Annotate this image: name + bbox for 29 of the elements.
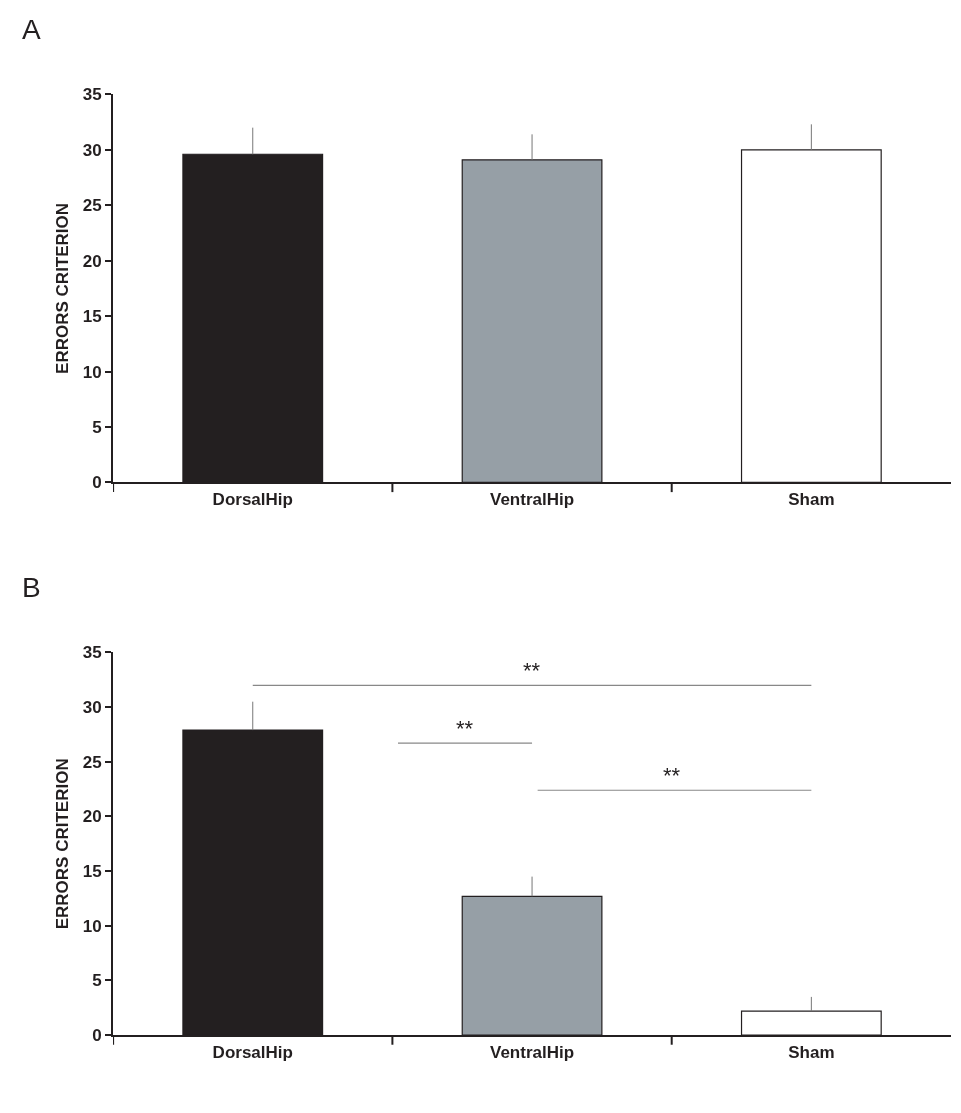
y-tick-label: 35 — [82, 85, 102, 105]
x-tick-label: DorsalHip — [212, 489, 293, 509]
y-tick-label: 0 — [92, 473, 102, 493]
chart-title: B — [22, 572, 41, 603]
y-tick-label: 25 — [82, 752, 102, 772]
y-tick-label: 5 — [92, 971, 102, 991]
y-tick-label: 20 — [82, 251, 102, 271]
annotation: ** — [523, 658, 541, 683]
y-tick-label: 10 — [82, 916, 102, 936]
y-axis-title: ERRORS CRITERION — [52, 202, 72, 374]
y-tick-label: 25 — [82, 196, 102, 216]
y-tick-label: 20 — [82, 807, 102, 827]
y-axis-title: ERRORS CRITERION — [52, 758, 72, 930]
y-tick-label: 0 — [92, 1026, 102, 1046]
chart-title: A — [22, 14, 41, 45]
y-tick-label: 5 — [92, 417, 102, 437]
x-tick-label: VentralHip — [490, 1042, 575, 1062]
y-tick-label: 30 — [82, 140, 102, 160]
y-tick-label: 15 — [82, 307, 102, 327]
y-tick-label: 15 — [82, 862, 102, 882]
y-tick-label: 10 — [82, 362, 102, 382]
x-tick-label: VentralHip — [490, 489, 575, 509]
x-tick-label: Sham — [788, 1042, 835, 1062]
x-tick-label: DorsalHip — [212, 1042, 293, 1062]
y-tick-label: 30 — [82, 698, 102, 718]
annotation: ** — [663, 763, 681, 788]
annotation: ** — [456, 716, 474, 741]
y-tick-label: 35 — [82, 643, 102, 663]
x-tick-label: Sham — [788, 489, 835, 509]
